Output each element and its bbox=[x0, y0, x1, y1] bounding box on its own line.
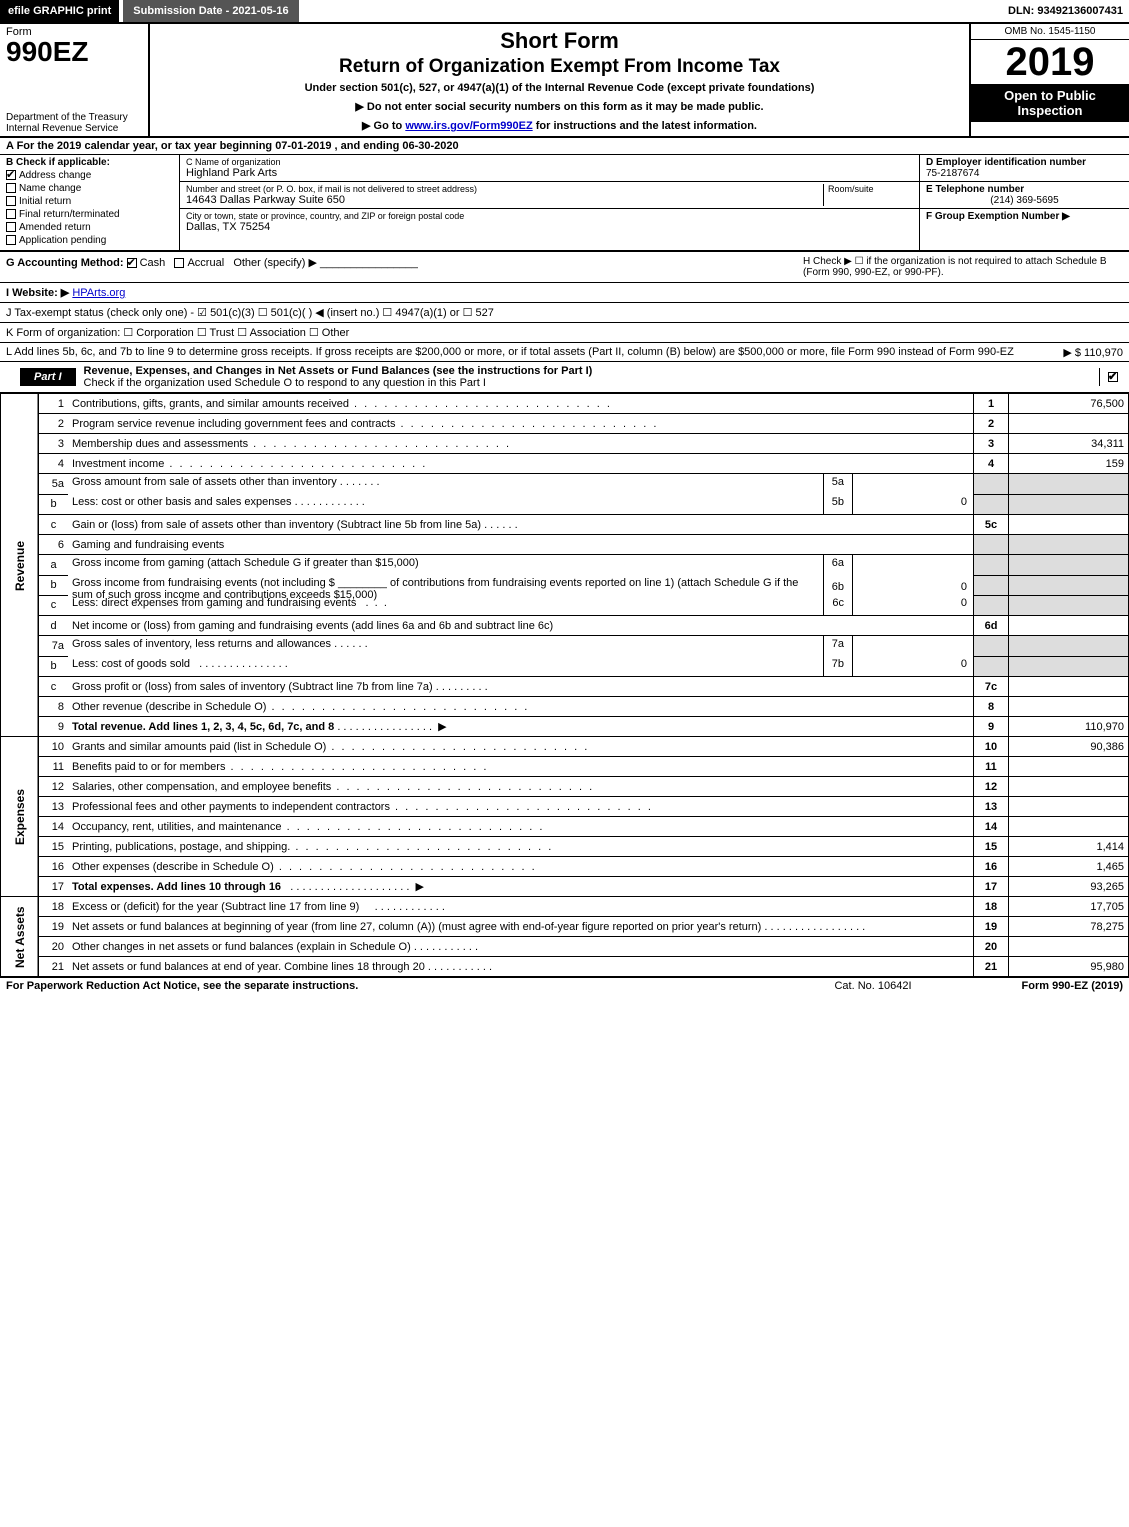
street-value: 14643 Dallas Parkway Suite 650 bbox=[186, 194, 823, 206]
line-6c: c Less: direct expenses from gaming and … bbox=[1, 595, 1129, 616]
box-j: J Tax-exempt status (check only one) - ☑… bbox=[0, 303, 1129, 323]
line-21: 21 Net assets or fund balances at end of… bbox=[1, 957, 1129, 977]
efile-print-label[interactable]: efile GRAPHIC print bbox=[0, 0, 119, 22]
open-public-inspection: Open to Public Inspection bbox=[971, 84, 1129, 122]
part1-header: Part I Revenue, Expenses, and Changes in… bbox=[0, 362, 1129, 393]
footer: For Paperwork Reduction Act Notice, see … bbox=[0, 977, 1129, 994]
checkbox-cash[interactable] bbox=[127, 258, 137, 268]
line-17: 17 Total expenses. Add lines 10 through … bbox=[1, 877, 1129, 897]
part1-checkbox[interactable] bbox=[1099, 368, 1129, 386]
tax-year: 2019 bbox=[971, 40, 1129, 84]
line-6d: d Net income or (loss) from gaming and f… bbox=[1, 616, 1129, 636]
line-5a: 5a Gross amount from sale of assets othe… bbox=[1, 474, 1129, 495]
ein-value: 75-2187674 bbox=[926, 168, 979, 179]
form-header: Form 990EZ Department of the Treasury In… bbox=[0, 24, 1129, 138]
line-12: 12 Salaries, other compensation, and emp… bbox=[1, 777, 1129, 797]
line-5c: c Gain or (loss) from sale of assets oth… bbox=[1, 515, 1129, 535]
header-left: Form 990EZ Department of the Treasury In… bbox=[0, 24, 150, 136]
top-bar: efile GRAPHIC print Submission Date - 20… bbox=[0, 0, 1129, 24]
org-name: Highland Park Arts bbox=[186, 167, 913, 179]
line-18: Net Assets 18 Excess or (deficit) for th… bbox=[1, 897, 1129, 917]
org-name-label: C Name of organization bbox=[186, 157, 913, 167]
title-sub: Under section 501(c), 527, or 4947(a)(1)… bbox=[160, 82, 959, 94]
footer-cat-no: Cat. No. 10642I bbox=[803, 980, 943, 992]
line-1: Revenue 1 Contributions, gifts, grants, … bbox=[1, 394, 1129, 414]
side-net-assets: Net Assets bbox=[1, 897, 39, 977]
line-11: 11 Benefits paid to or for members 11 bbox=[1, 757, 1129, 777]
box-i: I Website: ▶ HPArts.org bbox=[0, 283, 1129, 303]
header-center: Short Form Return of Organization Exempt… bbox=[150, 24, 969, 136]
phone-value: (214) 369-5695 bbox=[926, 195, 1123, 206]
line-15: 15 Printing, publications, postage, and … bbox=[1, 837, 1129, 857]
line-4: 4 Investment income 4 159 bbox=[1, 454, 1129, 474]
line-3: 3 Membership dues and assessments 3 34,3… bbox=[1, 434, 1129, 454]
part1-label: Part I bbox=[20, 368, 76, 386]
footer-left: For Paperwork Reduction Act Notice, see … bbox=[6, 980, 803, 992]
box-k: K Form of organization: ☐ Corporation ☐ … bbox=[0, 323, 1129, 343]
line-13: 13 Professional fees and other payments … bbox=[1, 797, 1129, 817]
box-c: C Name of organization Highland Park Art… bbox=[180, 155, 919, 250]
side-expenses: Expenses bbox=[1, 737, 39, 897]
line-6b: b Gross income from fundraising events (… bbox=[1, 575, 1129, 595]
line-2: 2 Program service revenue including gove… bbox=[1, 414, 1129, 434]
box-l: L Add lines 5b, 6c, and 7b to line 9 to … bbox=[0, 343, 1129, 362]
gh-row: G Accounting Method: Cash Accrual Other … bbox=[0, 252, 1129, 283]
entity-block: B Check if applicable: Address change Na… bbox=[0, 155, 1129, 252]
checkbox-name-change[interactable] bbox=[6, 183, 16, 193]
checkbox-address-change[interactable] bbox=[6, 170, 16, 180]
checkbox-application-pending[interactable] bbox=[6, 235, 16, 245]
line-7a: 7a Gross sales of inventory, less return… bbox=[1, 636, 1129, 657]
side-revenue: Revenue bbox=[1, 394, 39, 737]
goto-link-line: ▶ Go to www.irs.gov/Form990EZ for instru… bbox=[160, 119, 959, 132]
title-return: Return of Organization Exempt From Incom… bbox=[160, 56, 959, 78]
group-exemption-label: F Group Exemption Number ▶ bbox=[926, 211, 1070, 222]
checkbox-final-return[interactable] bbox=[6, 209, 16, 219]
line-9: 9 Total revenue. Add lines 1, 2, 3, 4, 5… bbox=[1, 717, 1129, 737]
form-number: 990EZ bbox=[6, 38, 142, 66]
box-h: H Check ▶ ☐ if the organization is not r… bbox=[803, 256, 1123, 278]
city-label: City or town, state or province, country… bbox=[186, 211, 913, 221]
website-link[interactable]: HPArts.org bbox=[72, 287, 125, 299]
line-5b: b Less: cost or other basis and sales ex… bbox=[1, 494, 1129, 515]
part1-title: Revenue, Expenses, and Changes in Net As… bbox=[76, 362, 1099, 392]
irs-link[interactable]: www.irs.gov/Form990EZ bbox=[405, 120, 532, 132]
submission-date-label: Submission Date - 2021-05-16 bbox=[123, 0, 298, 22]
dept-treasury: Department of the Treasury Internal Reve… bbox=[6, 112, 142, 134]
box-def: D Employer identification number 75-2187… bbox=[919, 155, 1129, 250]
line-7b: b Less: cost of goods sold . . . . . . .… bbox=[1, 656, 1129, 677]
line-14: 14 Occupancy, rent, utilities, and maint… bbox=[1, 817, 1129, 837]
line-6a: a Gross income from gaming (attach Sched… bbox=[1, 555, 1129, 576]
tax-period-row: A For the 2019 calendar year, or tax yea… bbox=[0, 138, 1129, 155]
room-label: Room/suite bbox=[828, 184, 913, 194]
box-g: G Accounting Method: Cash Accrual Other … bbox=[6, 256, 803, 278]
line-20: 20 Other changes in net assets or fund b… bbox=[1, 937, 1129, 957]
ein-label: D Employer identification number bbox=[926, 157, 1086, 168]
checkbox-accrual[interactable] bbox=[174, 258, 184, 268]
header-right: OMB No. 1545-1150 2019 Open to Public In… bbox=[969, 24, 1129, 136]
warning-ssn: ▶ Do not enter social security numbers o… bbox=[160, 100, 959, 113]
line-10: Expenses 10 Grants and similar amounts p… bbox=[1, 737, 1129, 757]
lines-table: Revenue 1 Contributions, gifts, grants, … bbox=[0, 393, 1129, 977]
checkbox-amended-return[interactable] bbox=[6, 222, 16, 232]
checkbox-initial-return[interactable] bbox=[6, 196, 16, 206]
street-label: Number and street (or P. O. box, if mail… bbox=[186, 184, 823, 194]
city-value: Dallas, TX 75254 bbox=[186, 221, 913, 233]
line-6: 6 Gaming and fundraising events bbox=[1, 535, 1129, 555]
line-7c: c Gross profit or (loss) from sales of i… bbox=[1, 677, 1129, 697]
gross-receipts-amount: ▶ $ 110,970 bbox=[1063, 346, 1123, 359]
box-b: B Check if applicable: Address change Na… bbox=[0, 155, 180, 250]
line-16: 16 Other expenses (describe in Schedule … bbox=[1, 857, 1129, 877]
phone-label: E Telephone number bbox=[926, 184, 1024, 195]
footer-form-ref: Form 990-EZ (2019) bbox=[943, 980, 1123, 992]
title-short-form: Short Form bbox=[160, 28, 959, 54]
line-19: 19 Net assets or fund balances at beginn… bbox=[1, 917, 1129, 937]
dln-label: DLN: 93492136007431 bbox=[1008, 5, 1129, 17]
omb-number: OMB No. 1545-1150 bbox=[971, 24, 1129, 40]
line-8: 8 Other revenue (describe in Schedule O)… bbox=[1, 697, 1129, 717]
